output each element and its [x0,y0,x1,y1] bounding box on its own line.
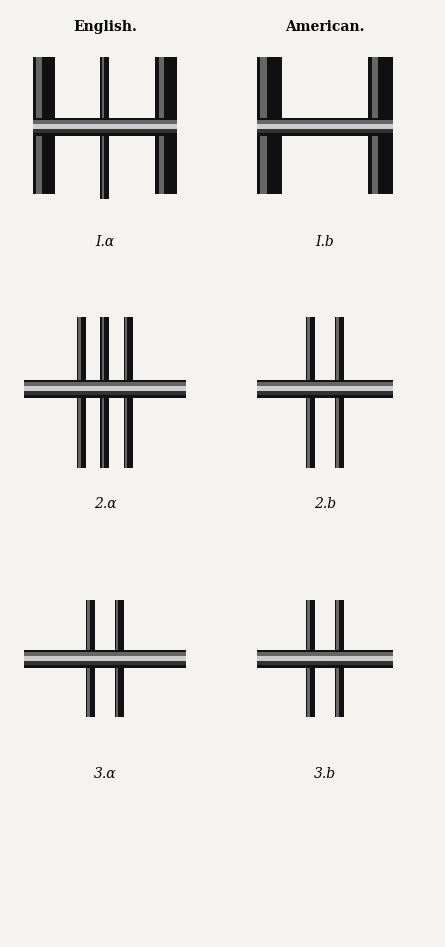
Bar [257,128,393,133]
Text: American.: American. [285,20,365,34]
Bar [336,599,339,717]
Bar [125,317,128,468]
Bar [24,665,186,668]
Bar [257,652,393,655]
Bar [115,599,124,717]
Bar [24,652,186,655]
Bar [24,655,186,661]
Bar [307,317,310,468]
Bar [257,380,393,382]
Bar [257,655,393,661]
Bar [257,117,393,136]
Bar [336,317,339,468]
Bar [33,120,177,124]
Bar [36,57,42,193]
Bar [78,317,81,468]
Bar [33,124,177,129]
Text: 3.α: 3.α [94,767,116,781]
Bar [24,380,186,398]
Bar [24,650,186,652]
Bar [24,382,186,385]
Bar [116,599,118,717]
Bar [158,57,164,193]
Bar [24,380,186,382]
Bar [257,382,393,385]
Bar [88,599,90,717]
Text: 3.b: 3.b [314,767,336,781]
Bar [24,390,186,395]
Bar [335,599,344,717]
Bar [257,395,393,398]
Bar [24,650,186,668]
Bar [24,395,186,398]
Bar [33,128,177,133]
Text: English.: English. [73,20,137,34]
Bar [102,57,104,199]
Bar [257,120,393,124]
Bar [260,57,267,193]
Bar [307,599,310,717]
Bar [24,660,186,665]
Bar [257,124,393,129]
Text: I.b: I.b [316,235,334,249]
Bar [306,317,315,468]
Bar [257,57,282,193]
Text: 2.b: 2.b [314,497,336,510]
Text: 2.α: 2.α [94,497,116,510]
Bar [257,385,393,391]
Bar [101,317,109,468]
Bar [257,380,393,398]
Bar [335,317,344,468]
Bar [257,650,393,668]
Bar [155,57,177,193]
Bar [33,117,177,120]
Bar [257,133,393,136]
Bar [257,390,393,395]
Bar [101,57,109,199]
Bar [257,665,393,668]
Bar [77,317,86,468]
Bar [257,117,393,120]
Bar [257,650,393,652]
Bar [24,385,186,391]
Bar [368,57,393,193]
Bar [306,599,315,717]
Bar [257,660,393,665]
Bar [33,57,55,193]
Bar [33,117,177,136]
Text: I.α: I.α [95,235,115,249]
Bar [102,317,104,468]
Bar [86,599,95,717]
Bar [124,317,133,468]
Bar [372,57,378,193]
Bar [33,133,177,136]
